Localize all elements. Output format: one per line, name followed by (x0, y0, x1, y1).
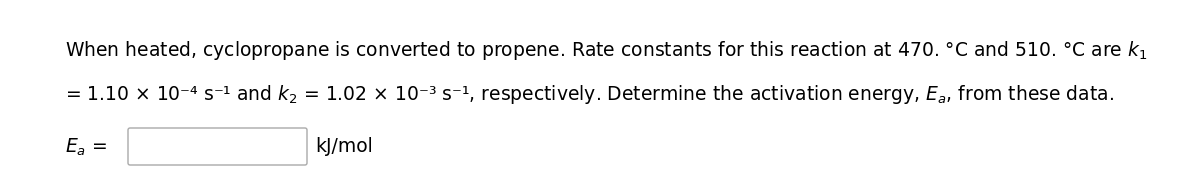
Text: = 1.10 × 10⁻⁴ s⁻¹ and $k_2$ = 1.02 × 10⁻³ s⁻¹, respectively. Determine the activ: = 1.10 × 10⁻⁴ s⁻¹ and $k_2$ = 1.02 × 10⁻… (65, 83, 1114, 106)
Text: When heated, cyclopropane is converted to propene. Rate constants for this react: When heated, cyclopropane is converted t… (65, 38, 1147, 62)
Text: $E_a$ =: $E_a$ = (65, 136, 107, 158)
Text: kJ/mol: kJ/mol (314, 137, 373, 156)
FancyBboxPatch shape (128, 128, 307, 165)
